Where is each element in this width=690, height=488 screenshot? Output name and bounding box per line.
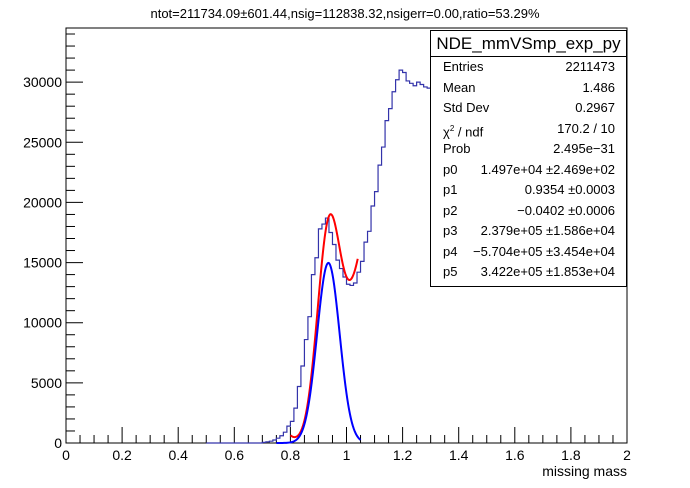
stats-row-entries: Entries 2211473 <box>443 59 615 74</box>
stats-row-p0: p0 1.497e+04 ±2.469e+02 <box>443 161 615 177</box>
y-tick-label: 15000 <box>23 255 62 271</box>
x-tick-label: 1.2 <box>393 447 413 463</box>
stats-row-p2: p2 −0.0402 ±0.0006 <box>443 202 615 218</box>
stats-row-p1: p1 0.9354 ±0.0003 <box>443 182 615 197</box>
histogram-line <box>206 69 431 444</box>
chart-title: ntot=211734.09±601.44,nsig=112838.32,nsi… <box>150 6 540 21</box>
x-tick-label: 2 <box>623 447 631 463</box>
y-tick-label: 5000 <box>31 375 62 391</box>
x-tick-label: 1.8 <box>561 447 581 463</box>
stats-row-chi2: χ2 / ndf 170.2 / 10 <box>443 120 615 139</box>
x-tick-label: 0.4 <box>168 447 188 463</box>
y-tick-label: 10000 <box>23 315 62 331</box>
x-axis-label: missing mass <box>542 463 627 479</box>
x-tick-label: 1 <box>343 447 351 463</box>
stats-title: NDE_mmVSmp_exp_py <box>431 31 626 57</box>
y-tick-label: 20000 <box>23 194 62 210</box>
stats-row-mean: Mean 1.486 <box>443 79 615 95</box>
x-tick-label: 0.2 <box>112 447 132 463</box>
stats-box: NDE_mmVSmp_exp_py Entries 2211473 Mean 1.4… <box>430 30 627 287</box>
stats-row-p3: p3 2.379e+05 ±1.586e+04 <box>443 223 615 238</box>
y-tick-label: 30000 <box>23 74 62 90</box>
signal-gaussian-curve <box>276 261 362 444</box>
y-tick-label: 25000 <box>23 134 62 150</box>
x-tick-label: 1.4 <box>449 447 469 463</box>
x-tick-label: 0 <box>62 447 70 463</box>
y-tick-label: 0 <box>54 435 62 451</box>
x-tick-label: 0.6 <box>225 447 245 463</box>
x-tick-label: 1.6 <box>505 447 525 463</box>
stats-row-p5: p5 3.422e+05 ±1.853e+04 <box>443 264 615 279</box>
x-tick-label: 0.8 <box>281 447 301 463</box>
stats-row-prob: Prob 2.495e−31 <box>443 141 615 156</box>
stats-row-stddev: Std Dev 0.2967 <box>443 100 615 115</box>
stats-row-p4: p4 −5.704e+05 ±3.454e+04 <box>443 243 615 259</box>
